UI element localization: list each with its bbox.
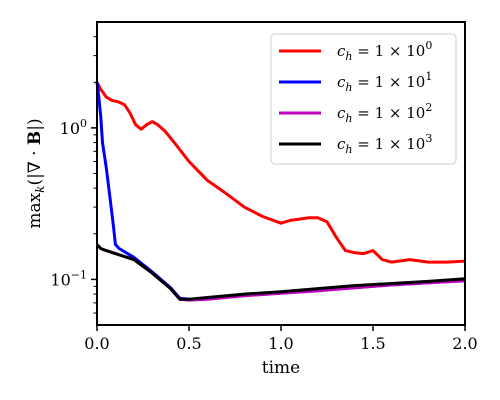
series-line-4	[95, 243, 466, 301]
x-tick-label: 1.0	[268, 334, 293, 353]
x-axis-label: time	[262, 358, 300, 378]
x-tick-label: 0.0	[84, 334, 109, 353]
legend-label: ch = 1 × 101	[337, 70, 432, 94]
legend-label: ch = 1 × 103	[337, 132, 432, 156]
legend-label: ch = 1 × 102	[337, 101, 432, 125]
y-axis-label: maxk(|∇ · B|)	[25, 118, 47, 228]
y-tick-label: 10−1	[50, 268, 87, 289]
x-tick-label: 1.5	[360, 334, 385, 353]
x-tick-label: 2.0	[452, 334, 477, 353]
series-line-1	[95, 81, 466, 264]
legend-box	[270, 33, 457, 165]
y-tick-label: 100	[60, 117, 87, 138]
ticks-layer: 0.0 0.5 1.0 1.5 2.0 10−1 100	[50, 36, 478, 353]
legend: ch = 1 × 100 ch = 1 × 101 ch = 1 × 102 ch =…	[270, 33, 457, 165]
legend-label: ch = 1 × 100	[337, 39, 432, 63]
series-layer	[95, 81, 466, 302]
x-tick-label: 0.5	[176, 334, 201, 353]
